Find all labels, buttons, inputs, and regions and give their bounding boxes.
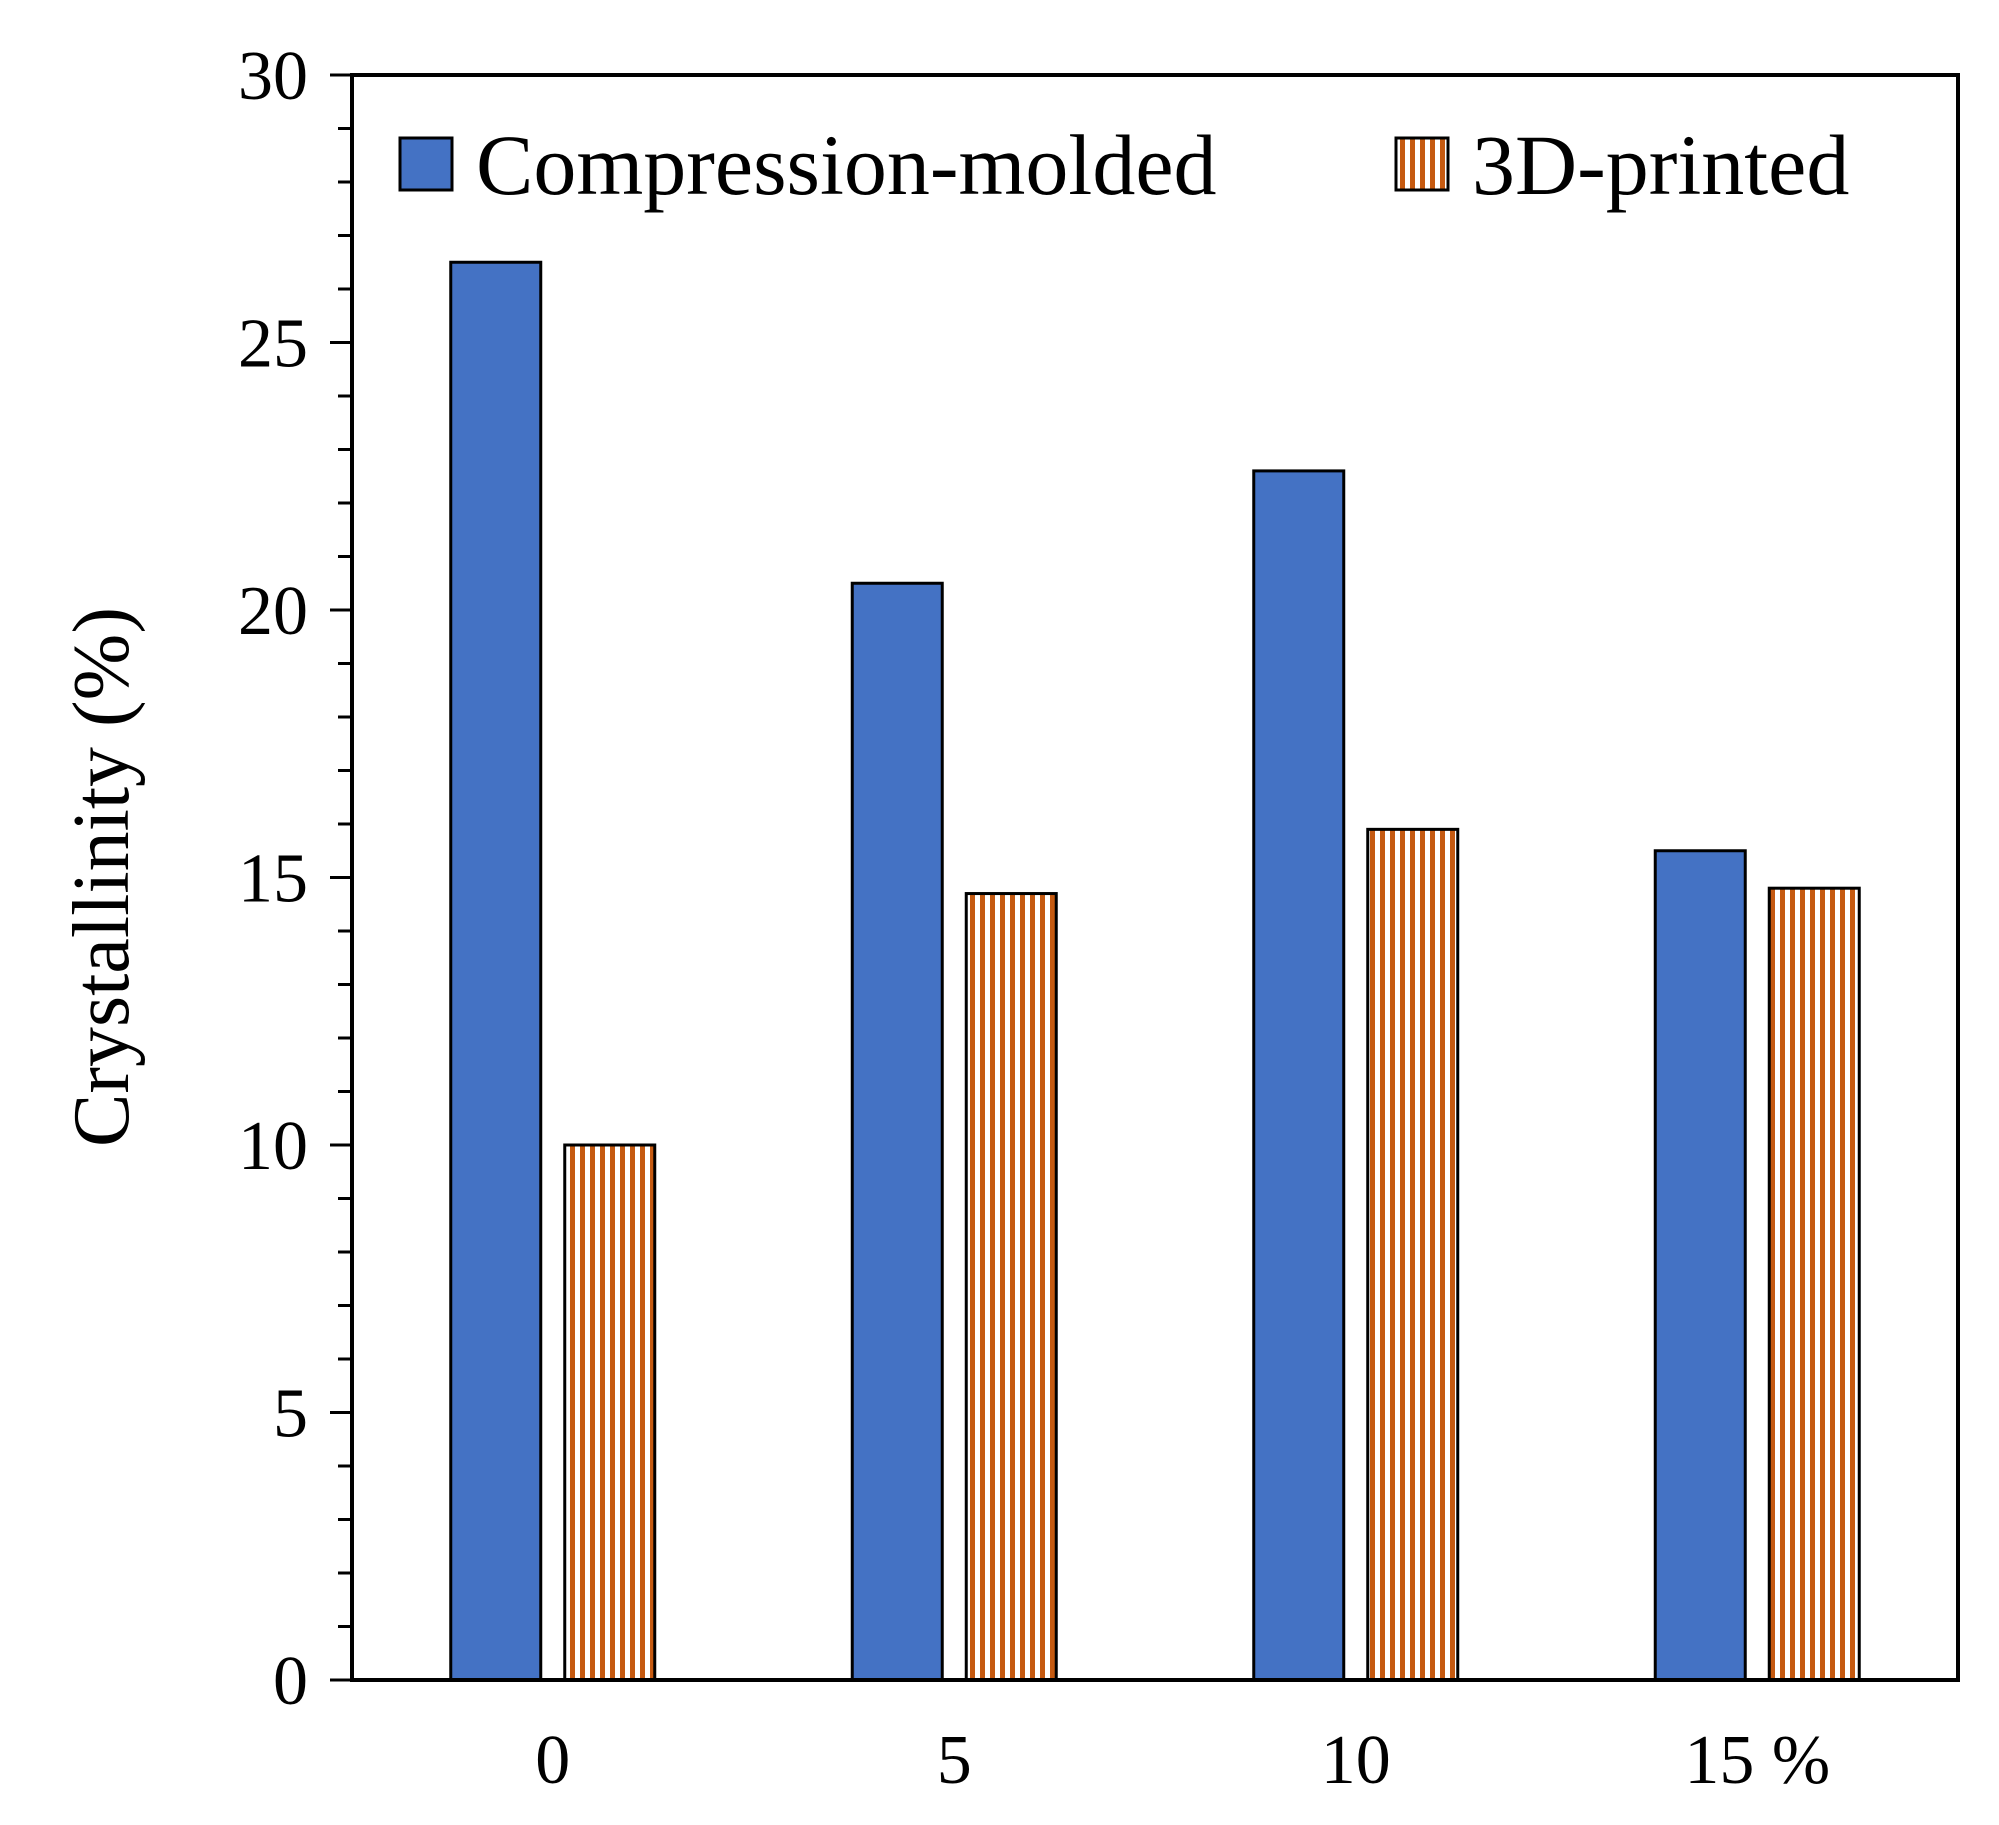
y-axis-title: Crystallinity (%) bbox=[58, 607, 146, 1147]
x-tick-label: 10 bbox=[1321, 1722, 1391, 1799]
y-axis-ticks bbox=[330, 73, 352, 1682]
bar-compression-molded-3 bbox=[1653, 849, 1747, 1682]
bars-layer bbox=[449, 260, 1861, 1682]
legend-swatch-compression-molded bbox=[398, 136, 454, 192]
y-tick-label: 5 bbox=[273, 1376, 308, 1453]
bar-3d-printed-2 bbox=[1366, 827, 1460, 1682]
legend-label-compression-molded: Compression-molded bbox=[476, 117, 1217, 213]
x-tick-label: 0 bbox=[535, 1722, 570, 1799]
y-tick-label: 30 bbox=[238, 38, 308, 115]
bar-compression-molded-2 bbox=[1252, 469, 1346, 1682]
x-tick-label: 5 bbox=[937, 1722, 972, 1799]
bar-3d-printed-3 bbox=[1767, 886, 1861, 1682]
legend-label-3d-printed: 3D-printed bbox=[1472, 117, 1849, 213]
y-tick-label: 25 bbox=[238, 306, 308, 383]
x-tick-label: 15 % bbox=[1684, 1722, 1830, 1799]
bar-3d-printed-1 bbox=[964, 892, 1058, 1682]
bar-compression-molded-1 bbox=[850, 581, 944, 1682]
bar-3d-printed-0 bbox=[563, 1143, 657, 1682]
y-tick-label: 15 bbox=[238, 841, 308, 918]
legend: Compression-molded 3D-printed bbox=[398, 117, 1849, 213]
y-tick-label: 0 bbox=[273, 1643, 308, 1720]
x-axis-tick-labels: 0 5 10 15 % bbox=[535, 1722, 1830, 1799]
y-tick-label: 10 bbox=[238, 1108, 308, 1185]
legend-swatch-3d-printed bbox=[1394, 136, 1450, 192]
y-tick-label: 20 bbox=[238, 573, 308, 650]
y-axis-tick-labels: 0 5 10 15 20 25 30 bbox=[238, 38, 308, 1720]
bar-compression-molded-0 bbox=[449, 260, 543, 1682]
